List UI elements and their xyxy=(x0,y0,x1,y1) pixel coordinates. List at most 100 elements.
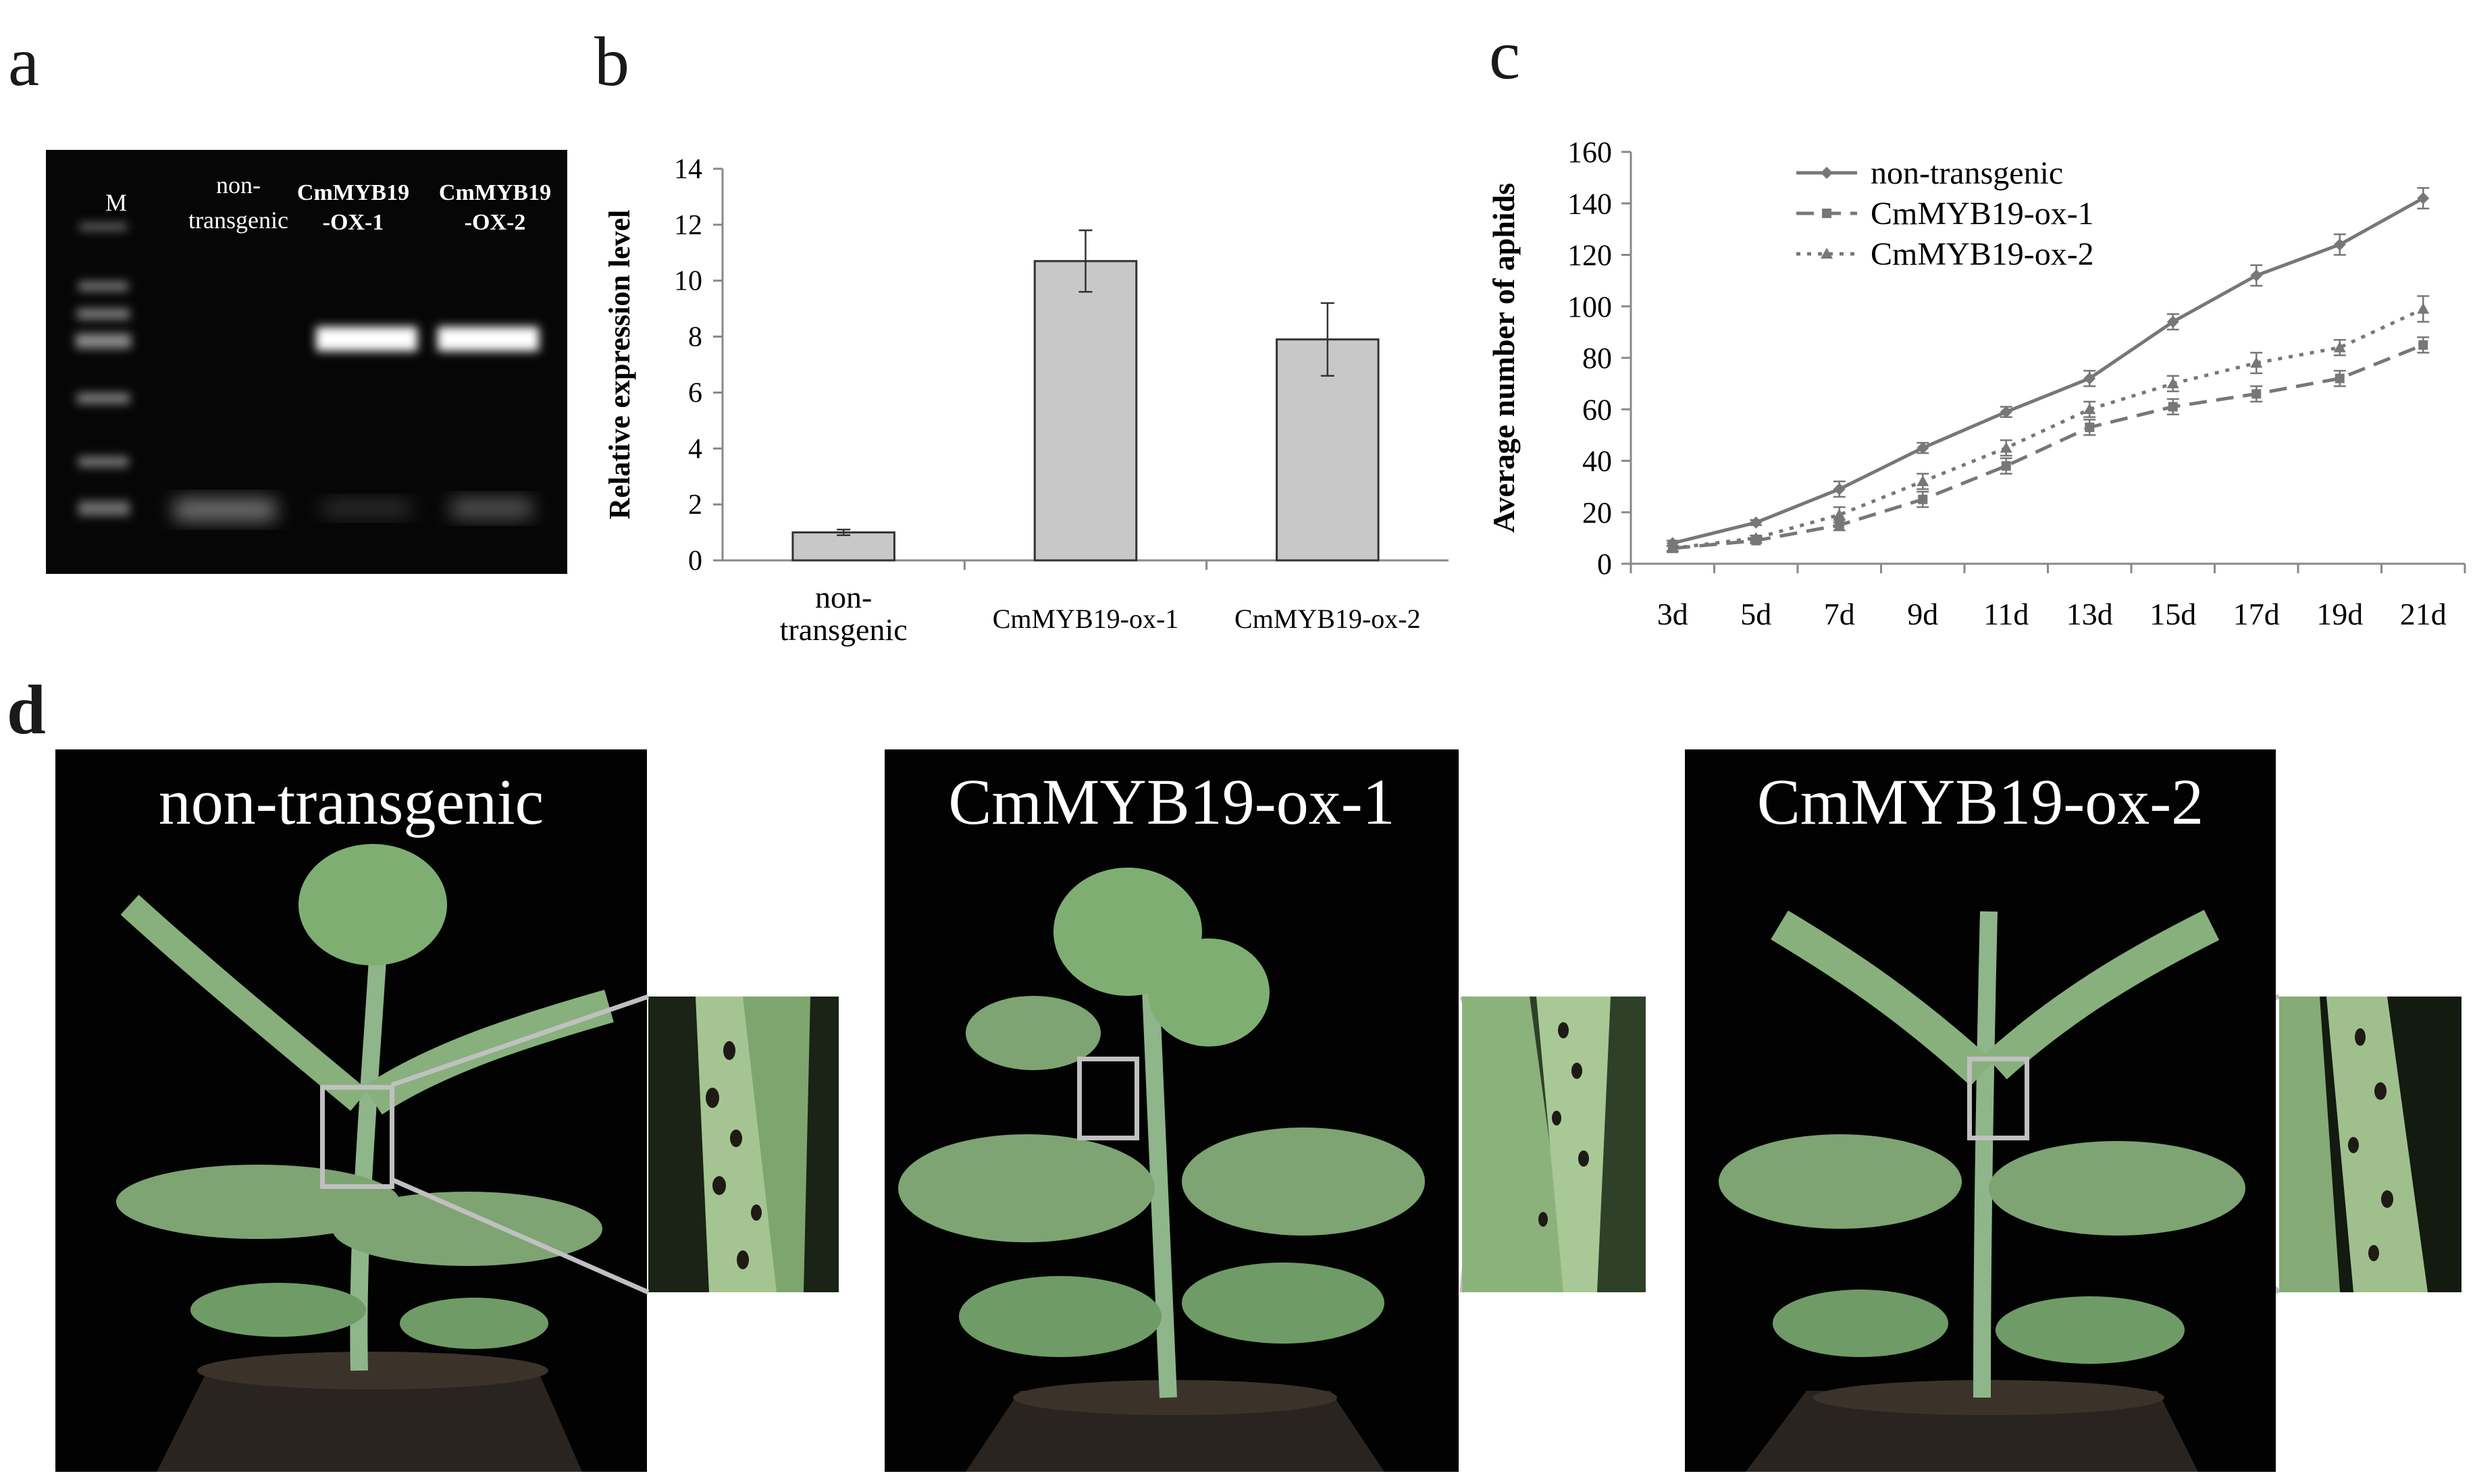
photo-title-nontransgenic: non-transgenic xyxy=(158,766,544,838)
y-tick-label: 14 xyxy=(674,154,702,185)
y-tick-label: 160 xyxy=(1567,136,1612,169)
x-tick-label: 11d xyxy=(1983,597,2029,631)
band-ox2-faint xyxy=(451,500,532,517)
data-point xyxy=(2333,238,2346,251)
data-point xyxy=(2417,302,2430,314)
band-nontransgenic xyxy=(174,500,276,520)
y-tick-label: 12 xyxy=(674,210,702,241)
data-point xyxy=(1750,516,1763,529)
data-point xyxy=(2000,442,2012,453)
data-point xyxy=(2250,356,2263,368)
legend-item: non-transgenic xyxy=(1796,155,2063,191)
photo-title-ox1: CmMYB19-ox-1 xyxy=(948,766,1395,838)
series-line xyxy=(1672,343,2424,550)
line-chart: 0 20 40 60 80 100 120 140 160 3d 5d 7d 9d 11d 13d 15d 17… xyxy=(1486,136,2466,631)
data-point xyxy=(2000,406,2012,419)
panel-label-b: b xyxy=(594,23,629,101)
x-category-label: CmMYB19-ox-1 xyxy=(993,604,1179,634)
y-tick-label: 8 xyxy=(688,322,702,353)
x-tick-label: 3d xyxy=(1657,597,1688,631)
data-point xyxy=(2001,461,2011,471)
y-tick-label: 120 xyxy=(1567,239,1612,272)
gel-image: M non- transgenic CmMYB19 -OX-1 CmMYB19 … xyxy=(46,150,567,574)
data-point xyxy=(2085,422,2095,432)
legend-item: CmMYB19-ox-1 xyxy=(1796,196,2094,232)
gel-lane-label-nontransgenic-2: transgenic xyxy=(188,207,288,234)
gel-lane-label-ox1-1: CmMYB19 xyxy=(297,180,409,205)
data-point xyxy=(1833,508,1846,520)
series-0 xyxy=(1666,187,2430,550)
gel-lane-label-M: M xyxy=(105,189,127,216)
x-tick-label: 21d xyxy=(2400,597,2447,631)
x-tick-label: 5d xyxy=(1740,597,1771,631)
x-tick-label: 7d xyxy=(1824,597,1855,631)
y-tick-label: 0 xyxy=(688,546,702,577)
zoom-box xyxy=(1967,1057,2029,1140)
error-bar xyxy=(1078,229,1093,293)
legend-item: CmMYB19-ox-2 xyxy=(1796,236,2094,272)
gel-lane-label-ox2-1: CmMYB19 xyxy=(439,180,551,205)
y-axis-title: Average number of aphids xyxy=(1486,183,1521,533)
y-tick-label: 140 xyxy=(1567,187,1612,220)
legend: non-transgenic CmMYB19-ox-1 CmMYB19-ox-2 xyxy=(1796,155,2094,272)
x-category-label: transgenic xyxy=(780,612,908,647)
data-point xyxy=(2083,372,2096,385)
band-ox1-main xyxy=(316,327,417,351)
data-point xyxy=(2168,402,2178,412)
photo-nontransgenic: non-transgenic xyxy=(55,749,647,1472)
data-point xyxy=(2418,340,2428,350)
x-category-label: CmMYB19-ox-2 xyxy=(1234,604,1421,634)
y-tick-label: 0 xyxy=(1597,548,1612,581)
data-point xyxy=(2251,389,2262,399)
data-point xyxy=(2083,403,2096,415)
panel-label-d: d xyxy=(7,671,46,749)
photo-title-ox2: CmMYB19-ox-2 xyxy=(1756,766,2204,838)
data-point xyxy=(1917,475,1929,486)
data-point xyxy=(1821,248,1833,259)
gel-lane-label-nontransgenic-1: non- xyxy=(216,171,261,198)
data-point xyxy=(2166,377,2179,389)
y-tick-label: 60 xyxy=(1582,393,1612,426)
zoom-box xyxy=(1077,1057,1139,1140)
y-tick-label: 20 xyxy=(1582,496,1612,529)
plant-illustration xyxy=(55,749,647,1472)
x-tick-label: 13d xyxy=(2066,597,2113,631)
x-tick-label: 17d xyxy=(2233,597,2280,631)
band-ox1-faint xyxy=(323,501,411,516)
plant-illustration xyxy=(885,749,1459,1472)
legend-label: CmMYB19-ox-2 xyxy=(1871,236,2094,272)
data-point xyxy=(1833,483,1846,496)
y-tick-label: 100 xyxy=(1567,290,1612,323)
error-bar xyxy=(1320,302,1334,377)
plant-illustration xyxy=(1685,749,2276,1472)
legend-label: CmMYB19-ox-1 xyxy=(1871,196,2094,232)
x-tick-label: 19d xyxy=(2316,597,2363,631)
y-tick-label: 6 xyxy=(688,377,702,408)
bar xyxy=(1033,260,1138,562)
panel-label-c: c xyxy=(1489,16,1521,94)
band-ox2-main xyxy=(438,327,539,351)
gel-lane-label-ox2-2: -OX-2 xyxy=(465,210,526,235)
data-point xyxy=(2335,373,2345,383)
bar xyxy=(791,531,895,562)
photo-ox1: CmMYB19-ox-1 xyxy=(885,749,1459,1472)
data-point xyxy=(1750,531,1763,543)
legend-label: non-transgenic xyxy=(1871,155,2063,191)
inset-ox2 xyxy=(2279,997,2461,1292)
y-tick-label: 10 xyxy=(674,266,702,297)
data-point xyxy=(2417,192,2430,205)
y-tick-label: 2 xyxy=(688,489,702,521)
data-point xyxy=(2166,315,2179,328)
bar-chart: 0 2 4 6 8 10 12 14 non-transgenic CmMYB19-ox-1 CmM… xyxy=(603,154,1449,647)
y-tick-label: 80 xyxy=(1582,342,1612,375)
x-tick-label: 15d xyxy=(2150,597,2196,631)
gel-lane-label-ox1-2: -OX-1 xyxy=(323,210,384,235)
photo-ox2: CmMYB19-ox-2 xyxy=(1685,749,2276,1472)
y-axis-title: Relative expression level xyxy=(603,210,636,520)
data-point xyxy=(2250,269,2263,282)
inset-ox1 xyxy=(1462,997,1646,1292)
panel-label-a: a xyxy=(8,23,40,101)
series-1 xyxy=(1666,336,2430,554)
inset-nontransgenic xyxy=(648,997,839,1292)
ladder-bands xyxy=(76,223,131,516)
